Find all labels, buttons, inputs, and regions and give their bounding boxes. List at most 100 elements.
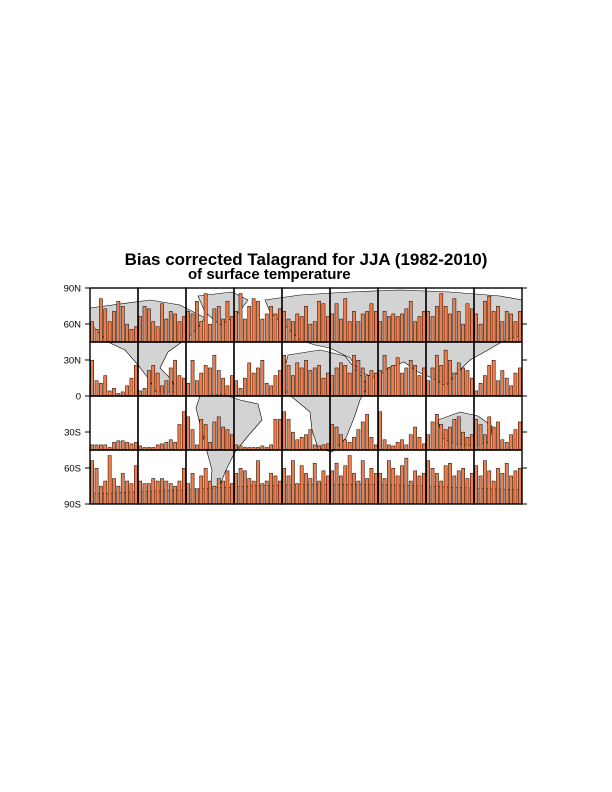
bar-r1-c6-b10	[421, 367, 426, 397]
bar-r0-c0-b1	[94, 329, 99, 343]
bar-r3-c3-b9	[273, 475, 278, 505]
bar-r3-c8-b6	[500, 473, 505, 505]
bar-r3-c3-b0	[234, 473, 239, 505]
bar-r1-c1-b0	[138, 390, 143, 397]
bar-r0-c8-b8	[509, 313, 513, 343]
bar-r1-c4-b4	[299, 367, 304, 397]
bar-r3-c3-b1	[238, 468, 243, 505]
bar-r0-c4-b8	[317, 300, 321, 343]
bar-r2-c0-b0	[90, 444, 95, 451]
bar-r0-c2-b9	[225, 300, 230, 343]
bar-r1-c5-b0	[330, 375, 335, 397]
bar-r0-c7-b0	[426, 311, 431, 343]
bar-r3-c6-b5	[400, 465, 404, 505]
bar-r0-c4-b2	[291, 321, 295, 343]
bar-r3-c2-b3	[199, 475, 204, 505]
bar-r3-c1-b6	[164, 480, 169, 505]
bar-r3-c3-b4	[251, 480, 256, 505]
bar-r2-c8-b8	[509, 434, 513, 451]
bar-r1-c4-b0	[282, 354, 287, 397]
bar-r2-c6-b6	[404, 444, 409, 451]
bar-r2-c2-b0	[186, 416, 191, 451]
bar-r2-c6-b9	[417, 437, 422, 451]
bar-r0-c6-b3	[391, 313, 396, 343]
bar-r1-c7-b0	[426, 380, 431, 397]
bar-r3-c4-b3	[295, 483, 300, 505]
bar-r0-c6-b10	[421, 311, 426, 343]
bar-r3-c5-b10	[373, 473, 378, 505]
bar-r3-c5-b4	[347, 455, 352, 505]
bar-r0-c5-b8	[365, 311, 369, 343]
bar-r1-c6-b0	[378, 370, 383, 397]
bar-r1-c1-b7	[168, 367, 173, 397]
bar-r0-c6-b8	[413, 321, 417, 343]
bar-r0-c7-b8	[461, 323, 465, 343]
bar-r1-c2-b10	[229, 375, 234, 397]
bar-r3-c7-b7	[456, 470, 461, 505]
bar-r1-c5-b1	[334, 367, 339, 397]
bar-r1-c3-b5	[256, 367, 260, 397]
bar-r1-c7-b10	[469, 377, 474, 397]
bar-r2-c8-b5	[496, 421, 500, 451]
bar-r2-c8-b9	[513, 429, 518, 451]
bar-r1-c1-b1	[142, 388, 147, 397]
bar-r2-c2-b9	[225, 429, 230, 451]
bar-r1-c4-b6	[308, 370, 313, 397]
bar-r2-c0-b3	[103, 444, 108, 451]
bar-r0-c3-b8	[269, 306, 273, 343]
bar-r0-c8-b5	[496, 306, 500, 343]
bar-r1-c7-b2	[435, 354, 439, 397]
bar-r3-c0-b5	[112, 478, 116, 505]
bar-r3-c8-b8	[509, 475, 513, 505]
bar-r1-c0-b3	[103, 375, 108, 397]
bar-r0-c5-b1	[334, 303, 339, 343]
bar-r0-c6-b7	[408, 300, 413, 343]
bar-r0-c7-b7	[456, 311, 461, 343]
bar-r1-c8-b1	[478, 383, 483, 397]
bar-r2-c7-b6	[452, 419, 457, 451]
bar-r0-c7-b4	[443, 306, 448, 343]
bar-r0-c6-b4	[395, 316, 400, 343]
bar-r2-c1-b8	[173, 442, 177, 451]
bar-r0-c3-b2	[243, 318, 247, 343]
bar-r1-c8-b8	[509, 385, 513, 397]
bar-r0-c7-b5	[448, 313, 452, 343]
bar-r3-c6-b3	[391, 468, 396, 505]
bar-r3-c0-b8	[125, 480, 129, 505]
bar-r2-c7-b7	[456, 416, 461, 451]
bar-r3-c5-b9	[369, 468, 374, 505]
bar-r2-c7-b1	[430, 421, 435, 451]
bar-r1-c4-b9	[321, 377, 326, 397]
bar-r3-c5-b6	[356, 480, 361, 505]
bar-r3-c6-b0	[378, 473, 383, 505]
bar-r3-c7-b10	[469, 473, 474, 505]
bar-r2-c5-b6	[356, 429, 361, 451]
bar-r3-c2-b9	[225, 470, 230, 505]
bar-r2-c1-b7	[168, 439, 173, 451]
bar-r1-c6-b1	[382, 354, 387, 397]
bar-r1-c4-b5	[304, 360, 308, 397]
bar-r2-c0-b2	[99, 444, 103, 451]
bar-r2-c8-b0	[474, 419, 479, 451]
bar-r1-c5-b5	[352, 354, 356, 397]
bar-r0-c3-b0	[234, 311, 239, 343]
bar-r3-c0-b10	[133, 465, 138, 505]
bar-r1-c3-b9	[273, 375, 278, 397]
bar-r3-c1-b7	[168, 483, 173, 505]
bar-r3-c5-b8	[365, 478, 369, 505]
bar-r3-c3-b7	[264, 480, 269, 505]
bar-r1-c1-b8	[173, 360, 177, 397]
bar-r1-c7-b9	[465, 370, 470, 397]
bar-r2-c4-b9	[321, 444, 326, 451]
bar-r2-c3-b10	[277, 419, 282, 451]
bar-r3-c6-b4	[395, 475, 400, 505]
bar-r2-c0-b8	[125, 442, 129, 451]
bar-r0-c4-b0	[282, 311, 287, 343]
bar-r0-c8-b1	[478, 323, 483, 343]
bar-r1-c1-b3	[151, 365, 156, 397]
bar-r3-c4-b4	[299, 465, 304, 505]
bar-r0-c7-b9	[465, 303, 470, 343]
bar-r0-c0-b0	[90, 321, 95, 343]
bar-r0-c8-b4	[491, 311, 496, 343]
bar-r1-c6-b3	[391, 365, 396, 397]
